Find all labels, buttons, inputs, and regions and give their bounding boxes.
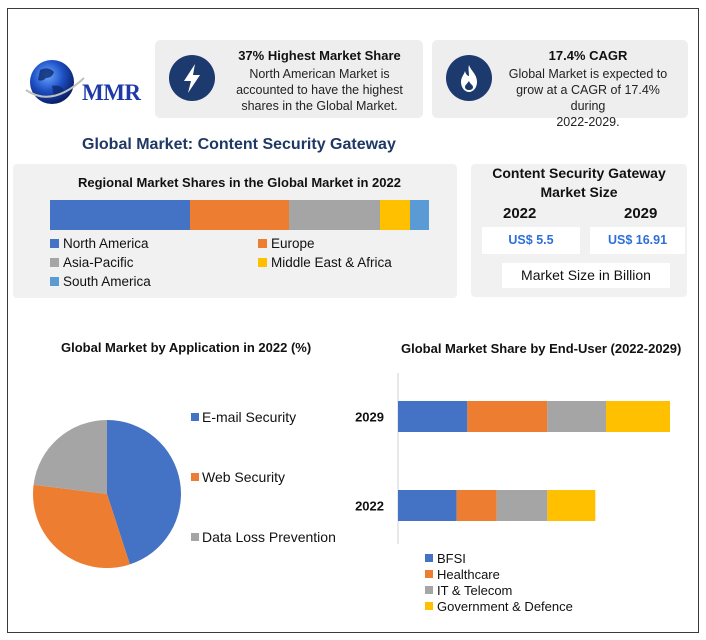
bar-segment-europe xyxy=(190,200,289,230)
bar-2029-government-defence xyxy=(606,401,670,432)
legend-swatch xyxy=(258,258,267,267)
logo-text: MMR xyxy=(82,80,141,105)
legend-swatch xyxy=(50,258,59,267)
legend-swatch-it-telecom xyxy=(425,586,433,594)
year-2022-label: 2022 xyxy=(503,205,537,222)
bar-2029-bfsi xyxy=(398,401,468,432)
kpi-description: North American Market is accounted to ha… xyxy=(236,67,403,113)
market-size-2029-value: US$ 16.91 xyxy=(590,227,685,254)
legend-swatch-web-security xyxy=(191,473,199,481)
bar-2029-it-telecom xyxy=(547,401,606,432)
legend-swatch-e-mail-security xyxy=(191,413,199,421)
kpi-description: Global Market is expected to grow at a C… xyxy=(508,67,668,129)
legend-item-asia-pacific: Asia-Pacific xyxy=(50,255,134,270)
kpi-card-cagr: 17.4% CAGR Global Market is expected to … xyxy=(432,40,688,129)
bar-2022-it-telecom xyxy=(496,490,548,521)
legend-swatch-government-defence xyxy=(425,602,433,610)
infographic-frame xyxy=(7,8,699,633)
market-size-unit: Market Size in Billion xyxy=(502,263,670,288)
legend-swatch xyxy=(50,277,59,286)
bar-2022-healthcare xyxy=(456,490,497,521)
end-user-chart-title: Global Market Share by End-User (2022-20… xyxy=(401,341,682,356)
legend-label: Asia-Pacific xyxy=(63,255,134,270)
regional-share-panel xyxy=(13,164,457,298)
legend-swatch xyxy=(258,239,267,248)
legend-label: Middle East & Africa xyxy=(271,255,392,270)
regional-chart-title: Regional Market Shares in the Global Mar… xyxy=(78,175,401,190)
bar-segment-middle-east-africa xyxy=(379,200,411,230)
bar-2029-healthcare xyxy=(467,401,548,432)
kpi-title: 37% Highest Market Share xyxy=(238,48,401,63)
pie-slice-e-mail-security xyxy=(107,420,182,565)
bar-segment-south-america xyxy=(410,200,429,230)
year-2029-label: 2029 xyxy=(624,205,658,222)
legend-swatch-data-loss-prevention xyxy=(191,533,199,541)
lightning-icon xyxy=(169,55,215,101)
legend-label-data-loss-prevention: Data Loss Prevention xyxy=(202,529,336,545)
legend-label-bfsi: BFSI xyxy=(437,551,466,566)
legend-label: North America xyxy=(63,236,149,251)
legend-item-middle-east-africa: Middle East & Africa xyxy=(258,255,392,270)
bar-segment-asia-pacific xyxy=(288,200,380,230)
regional-stacked-bar xyxy=(50,200,429,230)
legend-label: Europe xyxy=(271,236,315,251)
legend-label-healthcare: Healthcare xyxy=(437,567,500,582)
kpi-title: 17.4% CAGR xyxy=(548,48,628,63)
bar-segment-north-america xyxy=(50,200,191,230)
pie-slice-data-loss-prevention xyxy=(33,420,107,494)
market-size-title: Content Security Gateway Market Size xyxy=(492,165,666,200)
market-size-2022-value: US$ 5.5 xyxy=(482,227,580,254)
page-title: Global Market: Content Security Gateway xyxy=(82,136,396,153)
bar-2022-government-defence xyxy=(547,490,596,521)
legend-label-government-defence: Government & Defence xyxy=(437,599,573,614)
legend-label: South America xyxy=(63,274,151,289)
legend-item-north-america: North America xyxy=(50,236,149,251)
bar-2022-bfsi xyxy=(398,490,457,521)
legend-item-europe: Europe xyxy=(258,236,315,251)
legend-item-south-america: South America xyxy=(50,274,151,289)
legend-swatch-healthcare xyxy=(425,570,433,578)
kpi-card-market-share: 37% Highest Market Share North American … xyxy=(155,40,423,118)
legend-label-e-mail-security: E-mail Security xyxy=(202,409,296,425)
application-chart-title: Global Market by Application in 2022 (%) xyxy=(61,340,312,355)
legend-swatch xyxy=(50,239,59,248)
category-label-2029: 2029 xyxy=(355,410,384,425)
globe-icon xyxy=(25,60,85,104)
legend-label-web-security: Web Security xyxy=(202,469,285,485)
flame-icon xyxy=(446,55,492,101)
pie-slice-web-security xyxy=(33,484,130,568)
category-label-2022: 2022 xyxy=(355,499,384,514)
company-logo: MMR xyxy=(22,56,147,112)
legend-swatch-bfsi xyxy=(425,554,433,562)
legend-label-it-telecom: IT & Telecom xyxy=(437,583,512,598)
